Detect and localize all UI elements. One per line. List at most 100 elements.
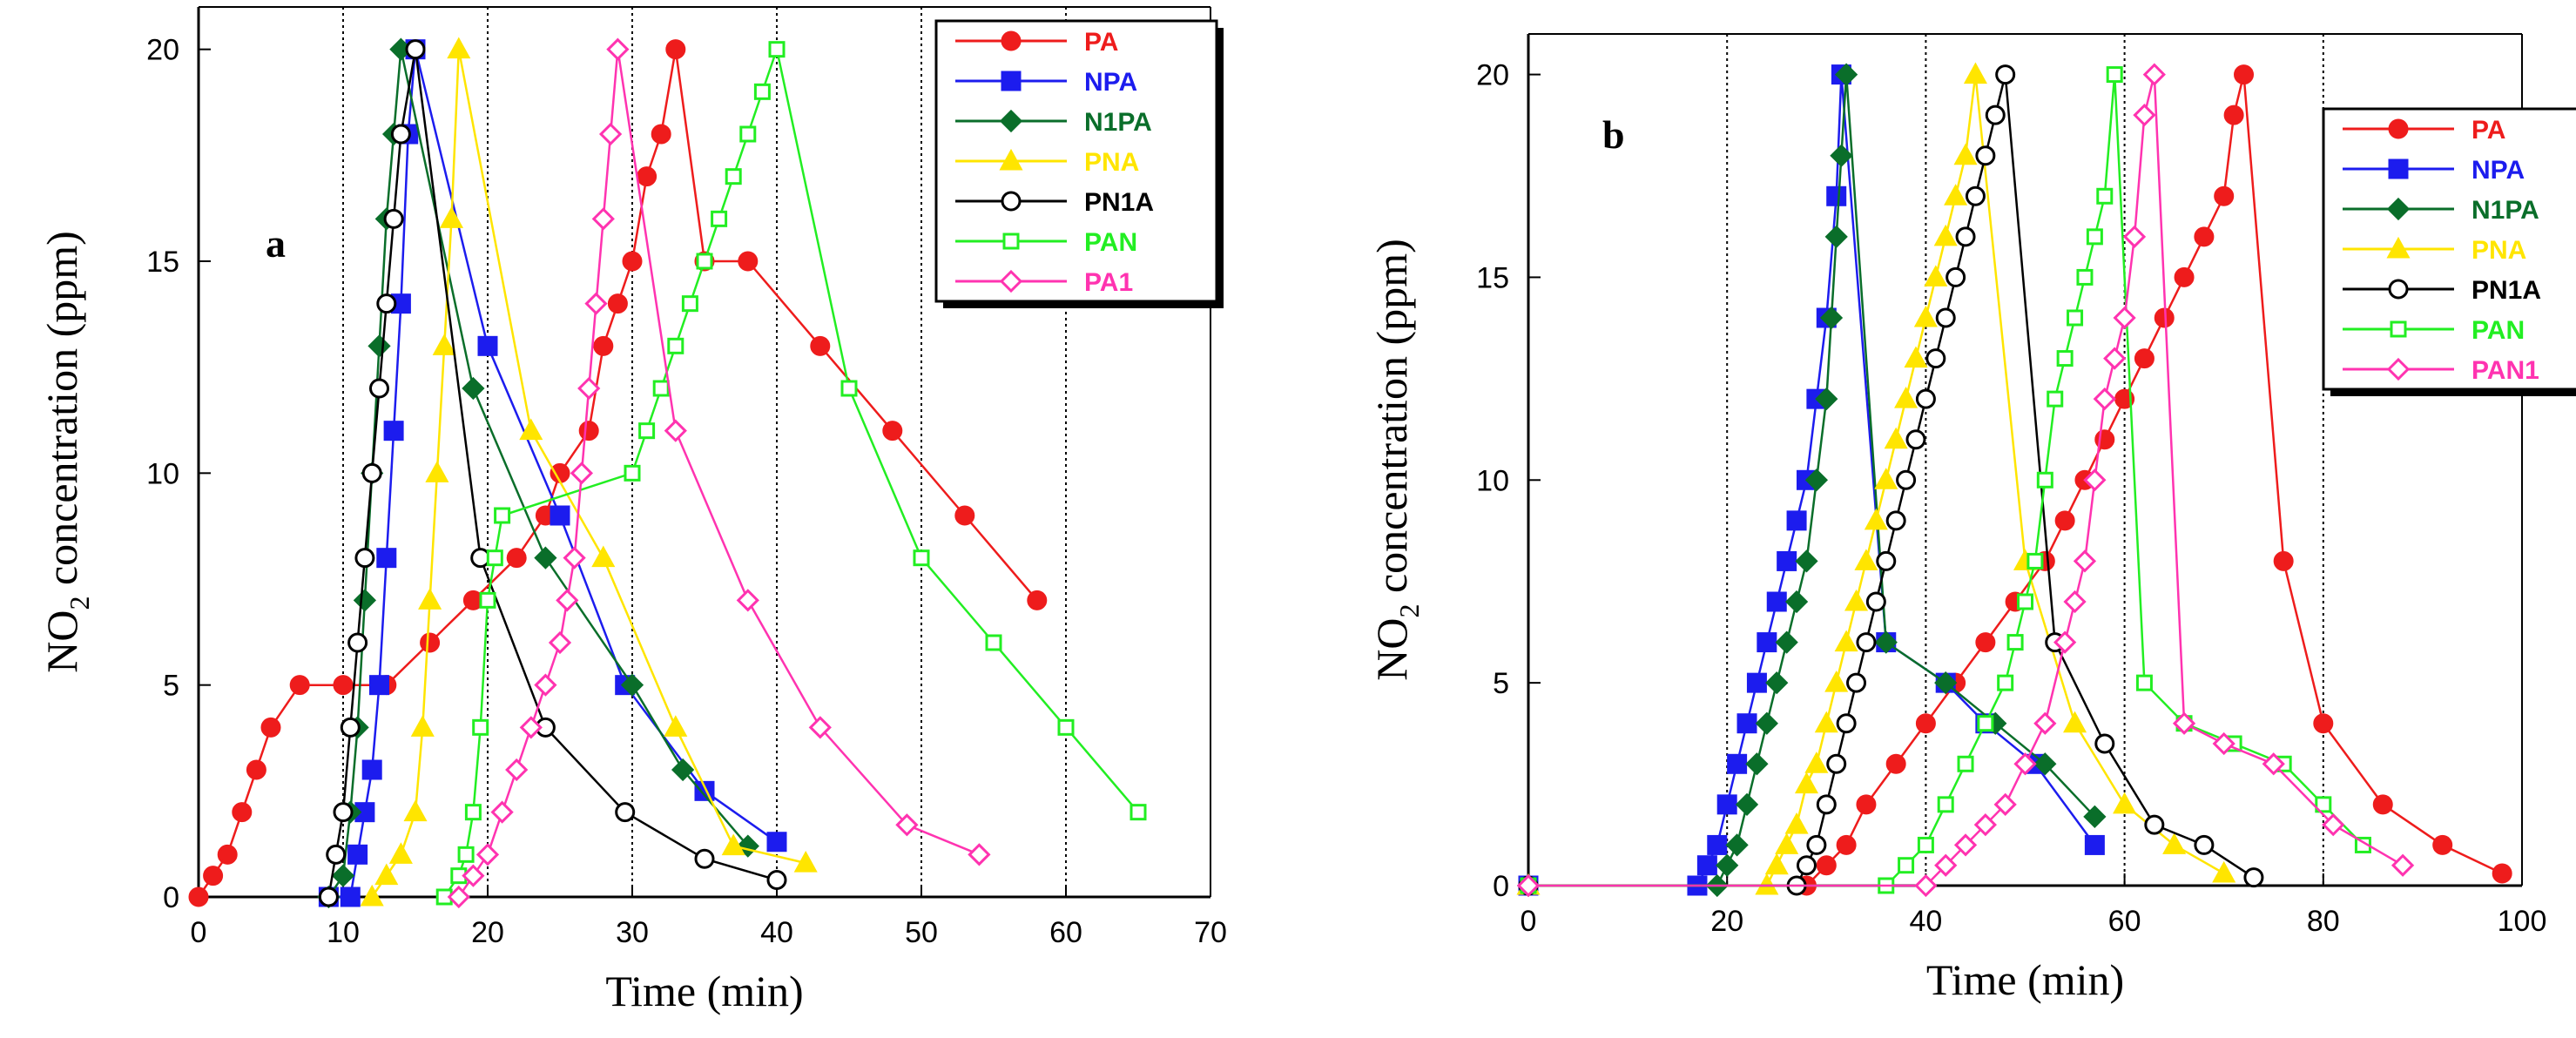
data-point-PAN: [2036, 471, 2053, 489]
data-point-PNA: [1894, 387, 1919, 408]
data-point-PN1A: [1806, 834, 1827, 855]
data-point-PN1A: [2243, 867, 2264, 888]
data-point-PNA: [360, 884, 384, 907]
data-point-PN1A: [1876, 550, 1897, 571]
data-point-PAN1: [2093, 388, 2116, 411]
data-point-NPA: [340, 886, 361, 907]
series-line-PN1A: [1528, 74, 2255, 887]
data-point-PAN: [1130, 804, 1147, 821]
data-point-PA1: [490, 800, 514, 824]
x-tick-label: 0: [191, 916, 207, 949]
legend-label-PN1A: PN1A: [2471, 276, 2541, 305]
data-point-PNA: [1804, 752, 1829, 773]
data-point-PN1A: [1975, 145, 1996, 166]
data-point-PAN: [1977, 715, 1994, 732]
data-point-PAN: [652, 380, 670, 397]
x-tick-label: 60: [1049, 916, 1082, 949]
data-point-NPA: [1826, 185, 1847, 206]
data-point-PA1: [598, 122, 623, 146]
data-point-PAN1: [2142, 63, 2166, 86]
legend-marker-PN1A: [2388, 279, 2409, 300]
data-point-PAN: [2315, 796, 2332, 813]
data-point-PN1A: [694, 848, 715, 869]
data-point-PAN1: [1973, 813, 1997, 837]
data-point-PAN: [1997, 674, 2014, 691]
data-point-PNA: [1764, 853, 1789, 875]
x-tick-label: 60: [2108, 905, 2141, 938]
y-axis-title-subscript: 2: [64, 597, 95, 610]
y-tick-label: 20: [146, 34, 179, 67]
x-tick-label: 100: [2498, 905, 2547, 938]
x-tick-label: 20: [1710, 905, 1743, 938]
data-point-NPA: [376, 548, 397, 569]
legend: PA NPA N1PA PNA PN1A PAN PAN1: [2322, 107, 2576, 396]
data-point-PA: [506, 548, 527, 569]
data-point-NPA: [1786, 510, 1807, 531]
data-point-PA: [2432, 834, 2453, 855]
data-point-NPA: [2084, 834, 2105, 855]
legend-label-PA1: PA1: [1084, 268, 1133, 297]
data-point-PA: [550, 462, 570, 483]
data-point-PN1A: [1865, 591, 1886, 612]
data-point-PAN: [1898, 857, 1915, 874]
y-tick-label: 5: [1493, 667, 1509, 700]
data-point-PNA: [1864, 508, 1888, 530]
legend-label-NPA: NPA: [2471, 156, 2525, 185]
data-point-PAN: [2096, 187, 2114, 205]
data-point-PA1: [664, 419, 687, 442]
y-axis-title-subscript: 2: [1393, 604, 1425, 618]
data-point-PAN1: [1914, 873, 1938, 898]
data-point-N1PA: [1934, 671, 1958, 695]
data-point-PN1A: [376, 293, 397, 314]
data-point-PNA: [519, 418, 543, 441]
data-point-PA: [2372, 794, 2393, 815]
data-point-PN1A: [470, 548, 491, 569]
data-point-PAN: [711, 210, 728, 227]
data-point-PAN: [494, 507, 511, 524]
y-axis-title-rest: concentration (ppm): [1367, 239, 1416, 603]
data-point-NPA: [383, 421, 404, 441]
data-point-NPA: [1777, 550, 1797, 571]
y-tick-label: 20: [1476, 59, 1509, 92]
data-point-NPA: [1757, 632, 1777, 653]
data-point-NPA: [361, 759, 382, 780]
data-point-PNA: [425, 461, 449, 482]
data-point-PA: [651, 124, 671, 145]
data-point-PAN: [667, 337, 684, 354]
data-point-N1PA: [353, 589, 377, 612]
x-tick-label: 40: [1909, 905, 1942, 938]
data-point-PAN1: [2122, 225, 2147, 248]
data-point-PNA: [1834, 630, 1858, 652]
data-point-N1PA: [1745, 752, 1769, 776]
data-point-PA: [260, 717, 281, 738]
data-point-PAN: [2067, 309, 2084, 327]
legend-label-PAN: PAN: [1084, 228, 1137, 257]
legend-marker-PA: [2388, 118, 2409, 139]
data-point-N1PA: [1775, 630, 1798, 654]
data-point-PA1: [475, 843, 500, 866]
series-PAN: [1520, 66, 2371, 894]
data-point-PAN: [1917, 836, 1934, 853]
data-point-PAN: [739, 125, 757, 143]
legend-marker-NPA: [2388, 158, 2409, 179]
data-point-PNA: [1814, 711, 1838, 733]
y-tick-label: 10: [146, 457, 179, 490]
legend-marker-N1PA: [2386, 197, 2411, 221]
data-point-PN1A: [333, 802, 354, 823]
data-point-PNA: [1844, 589, 1869, 611]
data-point-PAN: [2026, 552, 2044, 570]
data-point-N1PA: [1735, 792, 1759, 816]
data-point-PNA: [439, 206, 464, 228]
data-point-PA: [2134, 348, 2155, 369]
series-line-PA: [197, 49, 1038, 898]
legend-marker-PAN1: [2386, 357, 2411, 381]
legend-label-PAN1: PAN1: [2471, 356, 2539, 385]
legend-label-PA: PA: [2471, 116, 2505, 145]
y-tick-label: 0: [163, 881, 179, 914]
legend-marker-PNA: [2386, 236, 2411, 259]
data-point-PA: [882, 421, 903, 441]
data-point-PN1A: [318, 886, 339, 907]
data-point-PAN: [486, 549, 503, 567]
data-point-PN1A: [405, 39, 426, 60]
x-tick-label: 50: [905, 916, 938, 949]
